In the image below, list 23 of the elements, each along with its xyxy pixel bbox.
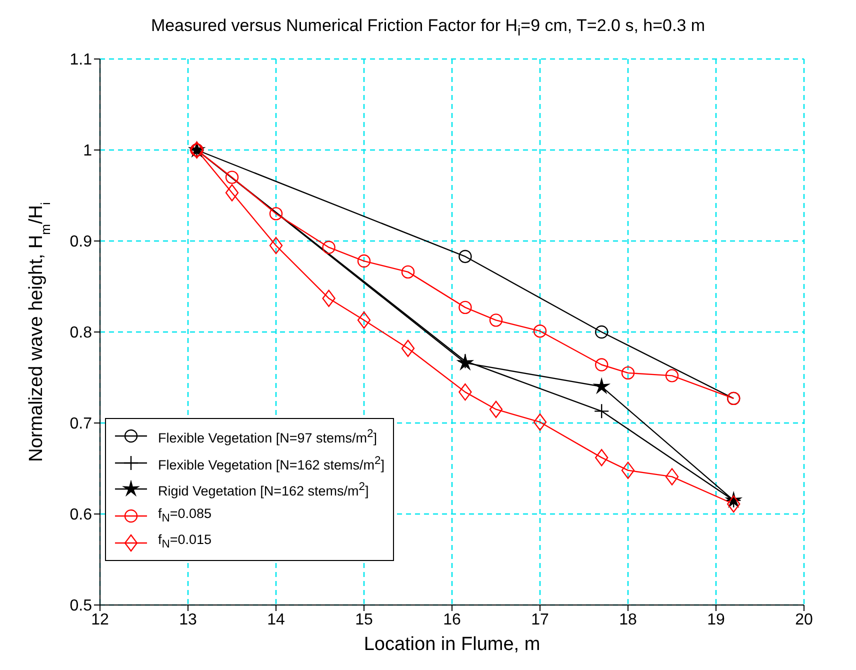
x-tick-label: 12 (91, 611, 109, 628)
legend-label: f$_{N}$=0.085 (158, 504, 212, 526)
x-axis-title: Location in Flume, m (364, 634, 540, 655)
x-tick-label: 19 (707, 611, 725, 628)
x-tick-label: 16 (443, 611, 461, 628)
y-tick-label: 0.8 (70, 324, 92, 342)
y-tick-label: 0.5 (70, 598, 92, 615)
y-tick-label: 0.7 (70, 416, 92, 433)
x-tick-label: 18 (619, 611, 637, 628)
x-tick-label: 13 (179, 611, 197, 628)
x-tick-label: 15 (355, 611, 373, 628)
x-tick-label: 20 (795, 611, 813, 628)
legend-label: Flexible Vegetation [N=162 stems/m$^{2}$] (158, 454, 385, 474)
legend-label: Rigid Vegetation [N=162 stems/m$^{2}$] (158, 480, 369, 500)
y-tick-label: 0.6 (70, 506, 92, 524)
y-tick-label: 0.9 (70, 234, 92, 251)
legend-label: f$_{N}$=0.015 (158, 531, 212, 553)
legend-label: Flexible Vegetation [N=97 stems/m$^{2}$] (158, 427, 378, 448)
y-tick-label: 1.1 (70, 52, 92, 69)
x-tick-label: 17 (531, 611, 549, 628)
x-tick-label: 14 (267, 611, 285, 628)
chart-title: Measured versus Numerical Friction Factor for H$_{i}$=9 cm, T=2.0 s, h=0.3 m (150, 16, 706, 40)
y-tick-label: 1 (83, 142, 92, 160)
